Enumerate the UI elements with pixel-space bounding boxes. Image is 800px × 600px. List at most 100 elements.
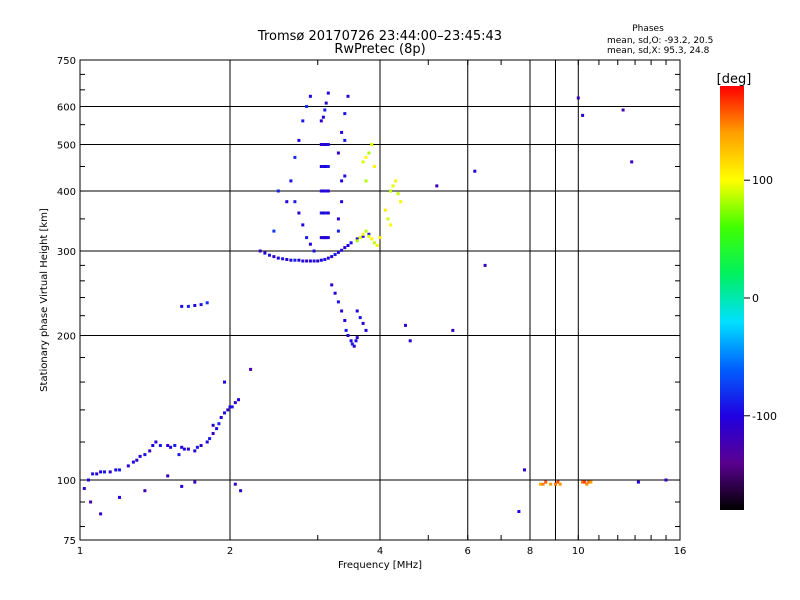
data-point [367, 234, 371, 238]
data-point [346, 94, 350, 98]
data-point [226, 408, 230, 412]
data-point [151, 444, 155, 447]
data-point [333, 253, 337, 256]
data-point [336, 217, 340, 221]
data-point [336, 229, 340, 233]
data-point [186, 304, 190, 308]
data-point [308, 242, 312, 246]
y-axis-ticks: 75 100 200 300 400 500 600 750 [57, 56, 680, 547]
data-point [383, 208, 387, 212]
phase-stats-header: Phases [632, 24, 664, 34]
data-point [340, 200, 344, 204]
data-point [118, 468, 121, 472]
y-tick-label: 500 [57, 141, 76, 152]
data-point [199, 303, 203, 307]
data-point [193, 304, 197, 307]
data-point [319, 119, 323, 123]
data-point [316, 259, 320, 263]
data-point [82, 487, 86, 490]
data-point [346, 244, 350, 247]
y-tick-label: 75 [63, 536, 76, 547]
data-point [354, 339, 358, 343]
data-point [319, 165, 323, 168]
x-axis-ticks: 1 2 4 6 8 10 16 [77, 60, 687, 557]
data-point [148, 449, 152, 453]
data-point [539, 482, 543, 486]
data-point [289, 258, 293, 262]
data-point [301, 223, 305, 227]
data-point [263, 251, 267, 255]
data-point [326, 143, 330, 146]
data-point [208, 437, 212, 441]
data-point [544, 480, 548, 484]
data-point [319, 258, 323, 262]
data-point [541, 482, 545, 486]
data-point [361, 321, 365, 325]
data-point [258, 249, 262, 253]
data-point [358, 316, 362, 320]
y-tick-label: 200 [57, 332, 76, 343]
data-point [131, 460, 135, 464]
data-point [297, 211, 301, 215]
data-point [373, 241, 376, 245]
data-point [355, 239, 359, 243]
data-point [99, 470, 103, 474]
data-point [205, 301, 209, 305]
phase-stats-x: mean, sd,X: 95.3, 24.8 [607, 46, 710, 56]
data-point [361, 234, 365, 238]
x-axis-label: Frequency [MHz] [338, 560, 422, 571]
x-tick-label: 16 [674, 546, 687, 557]
x-tick-label: 6 [465, 546, 471, 557]
data-point [340, 130, 344, 134]
data-point [319, 211, 323, 215]
data-point [301, 119, 305, 123]
data-point [180, 484, 184, 488]
data-point [293, 155, 297, 159]
y-tick-label: 400 [57, 187, 76, 198]
data-point [324, 189, 328, 193]
data-point [276, 256, 280, 260]
data-point [239, 489, 243, 493]
x-tick-label: 4 [377, 546, 383, 557]
data-point [186, 447, 190, 451]
data-point [305, 259, 309, 263]
data-point [355, 336, 359, 340]
data-point [154, 440, 158, 444]
data-point [305, 236, 309, 240]
data-point [173, 444, 177, 447]
x-tick-label: 8 [527, 546, 533, 557]
data-point [355, 309, 359, 313]
data-point [364, 155, 368, 159]
data-point [343, 246, 347, 250]
data-point [319, 143, 323, 146]
data-point [182, 447, 186, 451]
data-point [326, 165, 330, 168]
data-point [158, 444, 162, 447]
data-point [333, 291, 337, 295]
data-point [195, 445, 199, 449]
y-tick-label: 750 [57, 56, 76, 67]
data-point [319, 236, 323, 240]
data-point [138, 454, 142, 458]
data-point [350, 342, 354, 346]
data-point [404, 323, 407, 327]
data-point [391, 184, 395, 188]
data-point [87, 478, 90, 482]
x-tick-label: 1 [77, 546, 83, 557]
data-point [483, 263, 487, 267]
chart-title: Tromsø 20170726 23:44:00–23:45:43 [257, 29, 502, 44]
data-point [281, 257, 285, 261]
data-point [289, 179, 293, 183]
data-point [268, 253, 271, 257]
data-point [324, 165, 328, 168]
data-point [272, 255, 276, 259]
data-point [343, 138, 347, 142]
phase-stats-o: mean, sd,O: -93.2, 20.5 [607, 36, 713, 46]
data-point [343, 112, 347, 116]
data-point [230, 405, 234, 409]
data-point [324, 101, 328, 105]
data-point [114, 468, 118, 472]
data-point [324, 211, 328, 215]
data-point [272, 229, 276, 233]
data-point [523, 468, 526, 472]
